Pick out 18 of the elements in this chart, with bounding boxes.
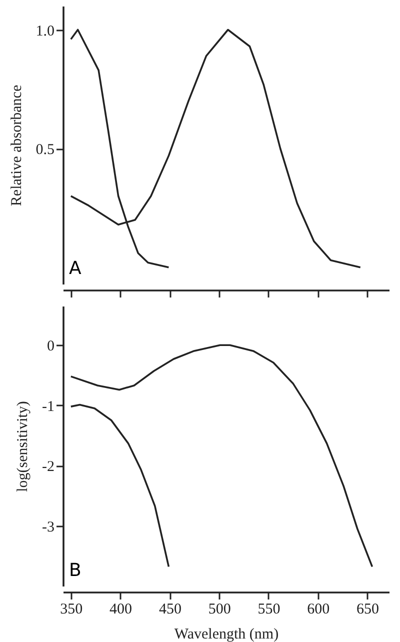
x-tick-label: 350 <box>60 602 83 618</box>
x-tick-label: 500 <box>208 602 231 618</box>
y-tick-label: 0 <box>47 338 54 355</box>
y-tick-label: 1.0 <box>36 23 54 40</box>
x-tick-label: 400 <box>110 602 132 618</box>
x-axis-title: Wavelength (nm) <box>174 626 279 642</box>
x-tick-label: 650 <box>356 602 380 618</box>
y-axis-title: log(sensitivity) <box>15 401 32 492</box>
x-tick-label: 600 <box>307 602 330 618</box>
x-tick-label: 550 <box>258 602 280 618</box>
annotation: B <box>69 560 82 581</box>
y-axis-title: Relative absorbance <box>8 84 25 206</box>
y-tick-label: -1 <box>42 398 54 415</box>
y-tick-label: -3 <box>42 519 54 536</box>
x-tick-label: 450 <box>158 602 182 618</box>
y-tick-label: 0.5 <box>36 142 54 158</box>
annotation: A <box>69 258 82 279</box>
y-tick-label: -2 <box>42 459 54 476</box>
